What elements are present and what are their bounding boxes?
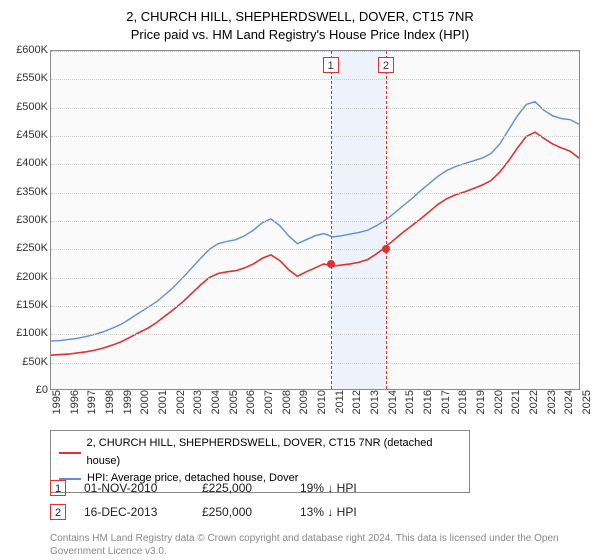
sale-row-2: 2 16-DEC-2013 £250,000 13% ↓ HPI [50, 504, 580, 520]
y-tick-label: £400K [0, 157, 48, 169]
gridline [51, 221, 579, 222]
x-tick-label: 2011 [334, 390, 346, 420]
sale-marker-1: 1 [50, 480, 66, 496]
footnote-text: Contains HM Land Registry data © Crown c… [50, 532, 570, 558]
y-tick-label: £300K [0, 214, 48, 226]
x-tick-label: 2003 [192, 390, 204, 420]
x-tick-label: 2025 [581, 390, 593, 420]
gridline [51, 334, 579, 335]
x-tick-label: 2005 [228, 390, 240, 420]
line-series-svg [51, 51, 579, 389]
gridline [51, 136, 579, 137]
sale-vline [386, 51, 387, 389]
sale-date-2: 16-DEC-2013 [84, 505, 184, 519]
x-tick-label: 2008 [281, 390, 293, 420]
sale-row-1: 1 01-NOV-2010 £225,000 19% ↓ HPI [50, 480, 580, 496]
gridline [51, 278, 579, 279]
gridline [51, 306, 579, 307]
y-tick-label: £350K [0, 186, 48, 198]
y-tick-label: £600K [0, 44, 48, 56]
title-line-2: Price paid vs. HM Land Registry's House … [131, 27, 469, 42]
x-tick-label: 2020 [493, 390, 505, 420]
sale-vline [331, 51, 332, 389]
y-tick-label: £250K [0, 242, 48, 254]
y-tick-label: £200K [0, 271, 48, 283]
sale-price-2: £250,000 [202, 505, 282, 519]
x-tick-label: 2006 [245, 390, 257, 420]
sale-price-1: £225,000 [202, 481, 282, 495]
x-tick-label: 2012 [351, 390, 363, 420]
legend-label-property: 2, CHURCH HILL, SHEPHERDSWELL, DOVER, CT… [87, 435, 461, 470]
x-tick-label: 1998 [104, 390, 116, 420]
gridline [51, 193, 579, 194]
y-tick-label: £100K [0, 327, 48, 339]
gridline [51, 51, 579, 52]
x-tick-label: 2015 [404, 390, 416, 420]
title-line-1: 2, CHURCH HILL, SHEPHERDSWELL, DOVER, CT… [126, 9, 473, 24]
y-tick-label: £0 [0, 384, 48, 396]
x-tick-label: 2024 [563, 390, 575, 420]
x-tick-label: 2018 [457, 390, 469, 420]
gridline [51, 249, 579, 250]
y-tick-label: £450K [0, 129, 48, 141]
sale-marker-2: 2 [50, 504, 66, 520]
x-tick-label: 2004 [210, 390, 222, 420]
x-tick-label: 1997 [86, 390, 98, 420]
y-tick-label: £150K [0, 299, 48, 311]
x-tick-label: 2014 [387, 390, 399, 420]
sale-marker-box: 2 [378, 57, 394, 73]
x-tick-label: 2022 [528, 390, 540, 420]
x-tick-label: 2007 [263, 390, 275, 420]
sale-marker-box: 1 [323, 57, 339, 73]
x-tick-label: 2009 [298, 390, 310, 420]
gridline [51, 108, 579, 109]
x-tick-label: 1999 [122, 390, 134, 420]
chart-title: 2, CHURCH HILL, SHEPHERDSWELL, DOVER, CT… [0, 0, 600, 44]
x-tick-label: 2001 [157, 390, 169, 420]
series-property [51, 132, 579, 355]
x-tick-label: 2010 [316, 390, 328, 420]
gridline [51, 79, 579, 80]
x-tick-label: 2023 [546, 390, 558, 420]
x-tick-label: 2013 [369, 390, 381, 420]
x-tick-label: 2019 [475, 390, 487, 420]
gridline [51, 164, 579, 165]
sale-date-1: 01-NOV-2010 [84, 481, 184, 495]
y-tick-label: £50K [0, 356, 48, 368]
x-tick-label: 1996 [69, 390, 81, 420]
sale-point-dot [382, 245, 390, 253]
x-tick-label: 1995 [51, 390, 63, 420]
x-tick-label: 2021 [510, 390, 522, 420]
x-tick-label: 2017 [440, 390, 452, 420]
sale-point-dot [327, 260, 335, 268]
x-tick-label: 2002 [175, 390, 187, 420]
legend-row-property: 2, CHURCH HILL, SHEPHERDSWELL, DOVER, CT… [59, 435, 461, 470]
sale-diff-2: 13% ↓ HPI [300, 505, 390, 519]
sale-diff-1: 19% ↓ HPI [300, 481, 390, 495]
y-tick-label: £500K [0, 101, 48, 113]
x-tick-label: 2016 [422, 390, 434, 420]
y-tick-label: £550K [0, 72, 48, 84]
gridline [51, 363, 579, 364]
chart-container: 2, CHURCH HILL, SHEPHERDSWELL, DOVER, CT… [0, 0, 600, 560]
legend-swatch-property [59, 452, 81, 454]
x-tick-label: 2000 [139, 390, 151, 420]
plot-area: 1995199619971998199920002001200220032004… [50, 50, 580, 390]
